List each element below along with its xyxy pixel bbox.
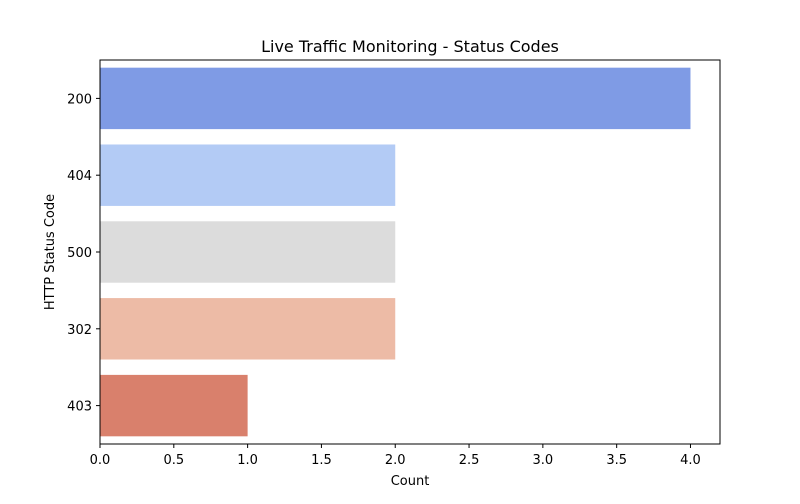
x-tick-label: 2.0 [385, 453, 406, 468]
x-tick-label: 1.0 [237, 453, 258, 468]
y-tick-label: 200 [67, 92, 92, 107]
y-tick-label: 500 [67, 246, 92, 261]
y-tick-label: 404 [67, 169, 92, 184]
x-tick-label: 4.0 [680, 453, 701, 468]
chart-title: Live Traffic Monitoring - Status Codes [261, 37, 559, 56]
bar-403 [100, 374, 248, 437]
bar-302 [100, 298, 396, 360]
x-tick-label: 0.0 [90, 453, 111, 468]
y-axis-ticks: 200 404 500 302 403 [67, 92, 100, 415]
bar-500 [100, 221, 396, 283]
y-tick-label: 302 [67, 323, 92, 338]
x-axis-label: Count [391, 474, 430, 489]
bar-200 [100, 67, 691, 130]
x-tick-label: 3.0 [533, 453, 554, 468]
x-tick-label: 0.5 [163, 453, 184, 468]
x-axis-ticks: 0.0 0.5 1.0 1.5 2.0 2.5 3.0 3.5 4.0 [90, 444, 701, 468]
y-axis-label: HTTP Status Code [43, 194, 58, 310]
bar-404 [100, 144, 396, 206]
x-tick-label: 2.5 [459, 453, 480, 468]
x-tick-label: 3.5 [606, 453, 627, 468]
y-tick-label: 403 [67, 400, 92, 415]
bars-layer [100, 67, 691, 437]
x-tick-label: 1.5 [311, 453, 332, 468]
plot-frame [99, 59, 721, 445]
